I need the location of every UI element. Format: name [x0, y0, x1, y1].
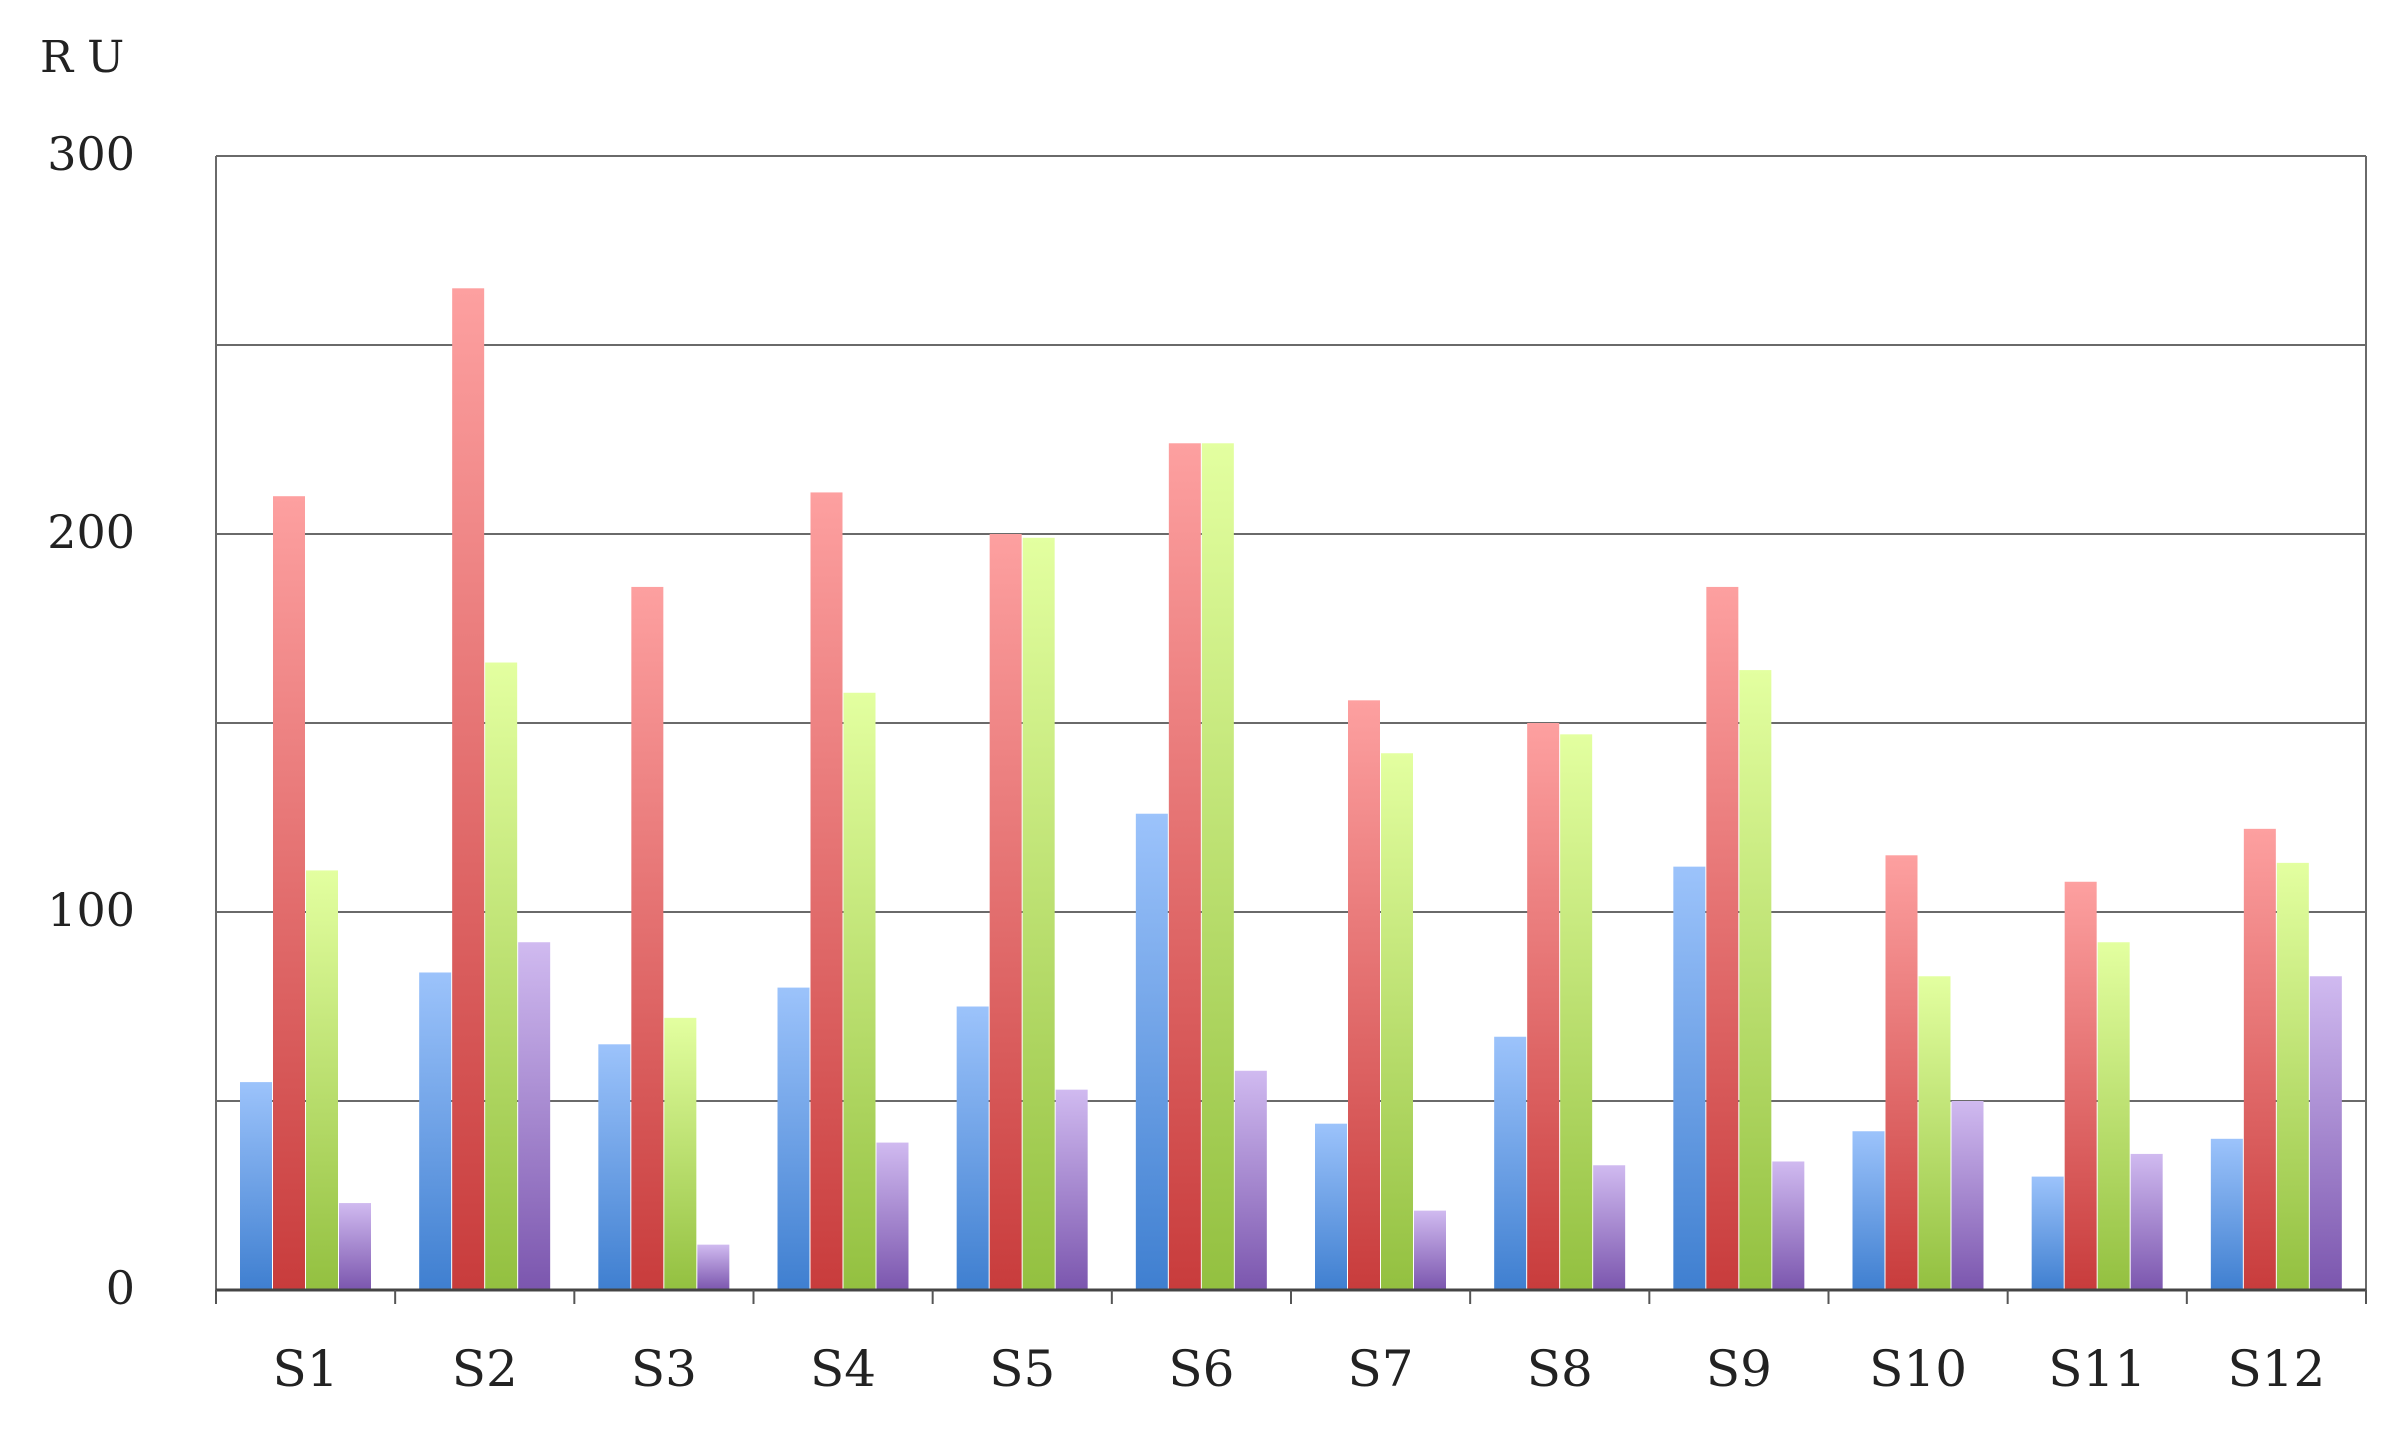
bar-s3-series-3	[664, 1017, 697, 1290]
x-tick-label: S1	[273, 1340, 339, 1398]
bar-s5-series-2	[989, 534, 1022, 1290]
axes	[215, 156, 2367, 1304]
bar-s12-series-1	[2210, 1138, 2243, 1290]
bar-s11-series-4	[2130, 1153, 2163, 1290]
gridlines	[216, 155, 2366, 1291]
bar-s7-series-2	[1348, 700, 1380, 1290]
bar-s7-series-3	[1381, 753, 1413, 1290]
bar-s1-series-3	[306, 870, 338, 1290]
bar-s10-series-4	[1951, 1101, 1984, 1290]
bar-s4-series-1	[777, 987, 810, 1290]
bar-s4-series-3	[843, 692, 876, 1290]
bar-s10-series-3	[1918, 976, 1951, 1290]
bar-s5-series-4	[1055, 1089, 1088, 1290]
bar-s2-series-2	[452, 288, 485, 1290]
bar-s11-series-1	[2031, 1176, 2064, 1290]
bar-s1-series-1	[240, 1082, 272, 1290]
x-tick-label: S4	[810, 1340, 876, 1398]
bar-s10-series-1	[1852, 1131, 1885, 1290]
bar-s3-series-4	[697, 1244, 730, 1290]
x-tick-labels: S1 S2 S3 S4 S5 S6 S7 S8 S9 S10 S11 S12	[273, 1340, 2326, 1398]
y-tick-label: 0	[106, 1261, 135, 1315]
bar-s9-series-4	[1772, 1161, 1805, 1290]
bar-s3-series-2	[631, 586, 664, 1290]
bar-s9-series-3	[1739, 670, 1772, 1290]
bar-s10-series-2	[1885, 855, 1918, 1290]
bar-s2-series-3	[485, 662, 518, 1290]
bar-s6-series-1	[1135, 813, 1168, 1290]
bar-s5-series-3	[1022, 537, 1055, 1290]
bar-s2-series-4	[518, 942, 551, 1290]
bar-s1-series-4	[339, 1203, 371, 1290]
bar-s8-series-1	[1494, 1036, 1527, 1290]
bar-s4-series-4	[876, 1142, 909, 1290]
x-tick-label: S3	[631, 1340, 697, 1398]
bar-s9-series-1	[1673, 866, 1706, 1290]
bar-s7-series-4	[1414, 1210, 1446, 1290]
bar-s7-series-1	[1315, 1123, 1347, 1290]
bar-s6-series-3	[1201, 443, 1234, 1290]
x-tick-label: S11	[2048, 1340, 2146, 1398]
bar-s3-series-1	[598, 1044, 631, 1290]
x-tick-label: S5	[989, 1340, 1055, 1398]
bar-s5-series-1	[956, 1006, 989, 1290]
bar-s2-series-1	[419, 972, 452, 1290]
x-tick-label: S7	[1348, 1340, 1414, 1398]
bar-s6-series-2	[1168, 443, 1201, 1290]
y-tick-label: 200	[47, 505, 135, 559]
bar-s12-series-4	[2309, 976, 2342, 1290]
x-tick-label: S10	[1869, 1340, 1967, 1398]
bar-s11-series-3	[2097, 942, 2130, 1290]
y-tick-labels: 0 100 200 300	[47, 127, 135, 1315]
bar-s9-series-2	[1706, 586, 1739, 1290]
bar-s4-series-2	[810, 492, 843, 1290]
bar-s12-series-2	[2243, 828, 2276, 1290]
bar-s1-series-2	[273, 496, 305, 1290]
x-tick-label: S2	[452, 1340, 518, 1398]
bar-s12-series-3	[2276, 862, 2309, 1290]
bar-s8-series-2	[1527, 723, 1560, 1290]
y-tick-label: 100	[47, 883, 135, 937]
bar-s6-series-4	[1234, 1070, 1267, 1290]
bar-s11-series-2	[2064, 881, 2097, 1290]
y-axis-label: RU	[40, 32, 138, 83]
bar-s8-series-4	[1593, 1165, 1626, 1290]
x-tick-label: S6	[1168, 1340, 1234, 1398]
x-tick-label: S8	[1527, 1340, 1593, 1398]
x-tick-label: S12	[2227, 1340, 2325, 1398]
bars	[240, 288, 2342, 1290]
y-tick-label: 300	[47, 127, 135, 181]
bar-s8-series-3	[1560, 734, 1593, 1290]
x-tick-label: S9	[1706, 1340, 1772, 1398]
